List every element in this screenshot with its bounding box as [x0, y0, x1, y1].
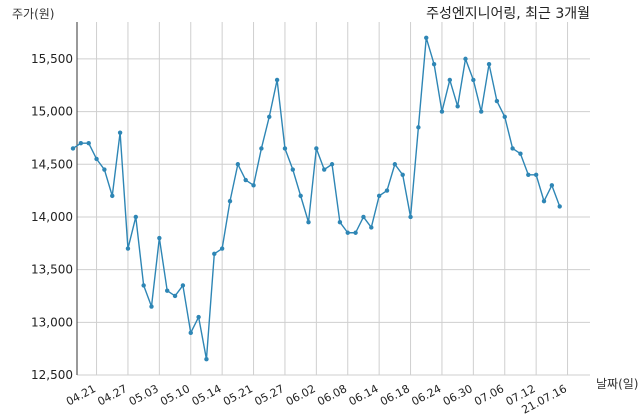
data-point [431, 61, 437, 67]
data-point [479, 109, 484, 114]
data-point [502, 114, 507, 120]
data-point [471, 77, 476, 83]
data-point [110, 193, 115, 199]
data-point [141, 283, 146, 288]
data-point [235, 162, 241, 167]
data-point [439, 109, 445, 114]
x-tick-label: 05.27 [252, 382, 286, 408]
x-tick-label: 06.30 [441, 382, 475, 408]
chart-title: 주성엔지니어링, 최근 3개월 [426, 6, 590, 22]
data-point [204, 356, 209, 362]
data-point [157, 235, 162, 241]
y-tick-label: 12,500 [31, 368, 73, 382]
data-point [306, 220, 311, 225]
data-point [494, 98, 500, 104]
x-tick-label: 04.21 [64, 382, 98, 408]
data-point [251, 183, 256, 188]
data-point [196, 314, 201, 320]
data-point [86, 140, 91, 146]
y-tick-label: 14,500 [31, 157, 73, 171]
data-point [361, 214, 366, 220]
data-point [149, 304, 154, 309]
data-point [227, 198, 233, 204]
data-point [541, 198, 547, 204]
data-point [416, 125, 421, 130]
data-point [212, 251, 217, 257]
data-point [267, 114, 272, 120]
x-tick-label: 05.03 [127, 382, 161, 408]
data-point [400, 172, 405, 177]
data-point [172, 293, 178, 299]
data-point [117, 130, 123, 135]
x-tick-label: 06.24 [409, 382, 443, 408]
data-point [486, 61, 492, 67]
data-point [243, 177, 248, 183]
x-tick-label: 06.08 [315, 382, 349, 408]
data-point [408, 214, 413, 220]
data-point [345, 230, 350, 235]
data-point [455, 104, 460, 109]
data-point [533, 172, 539, 177]
y-axis-title: 주가(원) [12, 7, 54, 21]
x-tick-label: 07.06 [472, 382, 506, 408]
data-point [274, 77, 280, 83]
data-point [424, 35, 429, 41]
data-point [337, 220, 343, 225]
x-tick-label: 05.21 [221, 382, 255, 408]
x-tick-label: 06.18 [378, 382, 412, 408]
data-point [94, 156, 99, 162]
data-point [133, 214, 138, 220]
x-tick-label: 05.14 [190, 382, 224, 408]
data-point [188, 330, 193, 336]
data-point [557, 204, 562, 209]
data-point [165, 288, 170, 293]
data-point [329, 162, 335, 167]
data-point [549, 183, 555, 188]
data-point [322, 167, 327, 172]
data-point [282, 146, 288, 151]
data-point [526, 172, 531, 177]
data-point [463, 56, 468, 62]
data-point [314, 146, 319, 151]
data-point [102, 167, 107, 172]
x-tick-label: 05.10 [158, 382, 192, 408]
data-point [298, 193, 303, 199]
data-point [376, 193, 382, 199]
y-tick-label: 15,500 [31, 52, 73, 66]
data-point [219, 246, 225, 251]
label-layer: 12,500 13,000 13,500 14,000 14,500 15,000 15,5… [31, 52, 569, 414]
data-point [384, 188, 390, 193]
x-tick-label: 04.27 [95, 382, 129, 408]
data-point [510, 146, 515, 151]
data-point [290, 167, 295, 172]
data-point [369, 225, 374, 230]
y-tick-label: 15,000 [31, 105, 73, 119]
y-tick-label: 14,000 [31, 210, 73, 224]
x-tick-label: 06.02 [284, 382, 318, 408]
data-point [125, 246, 131, 251]
data-point [78, 140, 84, 146]
x-tick-label: 06.14 [347, 382, 381, 408]
x-axis-title: 날짜(일) [596, 377, 638, 391]
y-tick-label: 13,000 [31, 315, 73, 329]
grid-layer [77, 22, 590, 376]
data-point [518, 151, 523, 156]
data-point [259, 146, 264, 151]
y-tick-label: 13,500 [31, 263, 73, 277]
data-point [70, 146, 76, 151]
series-layer [70, 35, 562, 362]
data-point [447, 77, 452, 83]
data-point [353, 230, 358, 235]
data-point [180, 283, 186, 288]
data-point [392, 162, 398, 167]
